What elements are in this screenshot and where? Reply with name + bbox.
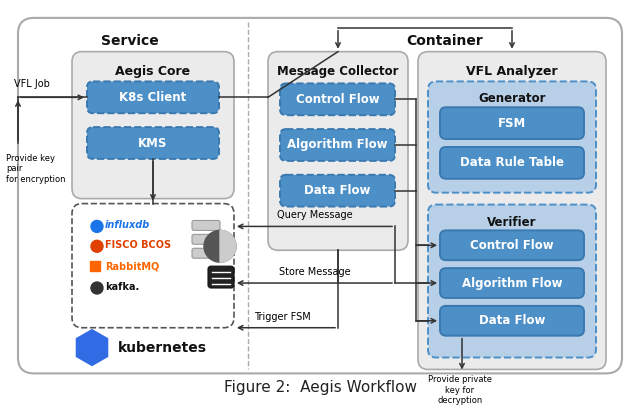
Text: VFL Job: VFL Job	[14, 79, 50, 89]
Circle shape	[91, 282, 103, 294]
Text: RabbitMQ: RabbitMQ	[105, 261, 159, 271]
Text: Control Flow: Control Flow	[470, 239, 554, 252]
FancyBboxPatch shape	[440, 230, 584, 260]
Text: Data Flow: Data Flow	[304, 184, 371, 197]
FancyBboxPatch shape	[440, 306, 584, 336]
Text: KMS: KMS	[138, 137, 168, 150]
Text: Store Message: Store Message	[279, 267, 351, 277]
Text: Container: Container	[406, 34, 483, 48]
FancyBboxPatch shape	[87, 81, 219, 113]
FancyBboxPatch shape	[280, 175, 395, 206]
Text: Algorithm Flow: Algorithm Flow	[287, 138, 388, 152]
FancyBboxPatch shape	[428, 81, 596, 192]
FancyBboxPatch shape	[192, 248, 220, 258]
Text: Algorithm Flow: Algorithm Flow	[461, 277, 563, 290]
FancyBboxPatch shape	[192, 234, 220, 244]
Text: kafka.: kafka.	[105, 282, 140, 292]
Text: Trigger FSM: Trigger FSM	[253, 312, 310, 322]
Bar	[90, 261, 100, 271]
FancyBboxPatch shape	[18, 18, 622, 373]
Text: FISCO BCOS: FISCO BCOS	[105, 240, 171, 250]
Text: Aegis Core: Aegis Core	[115, 64, 191, 78]
Circle shape	[91, 240, 103, 252]
Text: Verifier: Verifier	[487, 216, 537, 228]
Circle shape	[204, 230, 236, 262]
Text: Generator: Generator	[478, 93, 546, 105]
Text: Data Rule Table: Data Rule Table	[460, 157, 564, 169]
FancyBboxPatch shape	[87, 127, 219, 159]
Wedge shape	[220, 230, 236, 262]
Text: K8s Client: K8s Client	[120, 91, 187, 104]
FancyBboxPatch shape	[268, 52, 408, 250]
FancyBboxPatch shape	[72, 52, 234, 199]
Text: Data Flow: Data Flow	[479, 314, 545, 327]
Text: Provide key
pair
for encryption: Provide key pair for encryption	[6, 154, 65, 184]
Text: Service: Service	[101, 34, 159, 48]
FancyBboxPatch shape	[280, 83, 395, 115]
Text: FSM: FSM	[498, 116, 526, 130]
Text: Query Message: Query Message	[277, 211, 353, 221]
Circle shape	[91, 221, 103, 233]
FancyBboxPatch shape	[192, 221, 220, 230]
FancyBboxPatch shape	[208, 266, 234, 288]
Text: Control Flow: Control Flow	[296, 93, 380, 106]
FancyBboxPatch shape	[440, 268, 584, 298]
FancyBboxPatch shape	[72, 204, 234, 328]
Text: kubernetes: kubernetes	[118, 341, 207, 355]
Text: Message Collector: Message Collector	[277, 64, 399, 78]
FancyBboxPatch shape	[440, 147, 584, 179]
FancyBboxPatch shape	[440, 107, 584, 139]
FancyBboxPatch shape	[280, 129, 395, 161]
Text: VFL Analyzer: VFL Analyzer	[466, 64, 558, 78]
FancyBboxPatch shape	[428, 204, 596, 358]
Text: Provide private
key for
decryption: Provide private key for decryption	[428, 375, 492, 405]
Text: Figure 2:  Aegis Workflow: Figure 2: Aegis Workflow	[223, 380, 417, 395]
Text: influxdb: influxdb	[105, 221, 150, 230]
FancyBboxPatch shape	[418, 52, 606, 370]
